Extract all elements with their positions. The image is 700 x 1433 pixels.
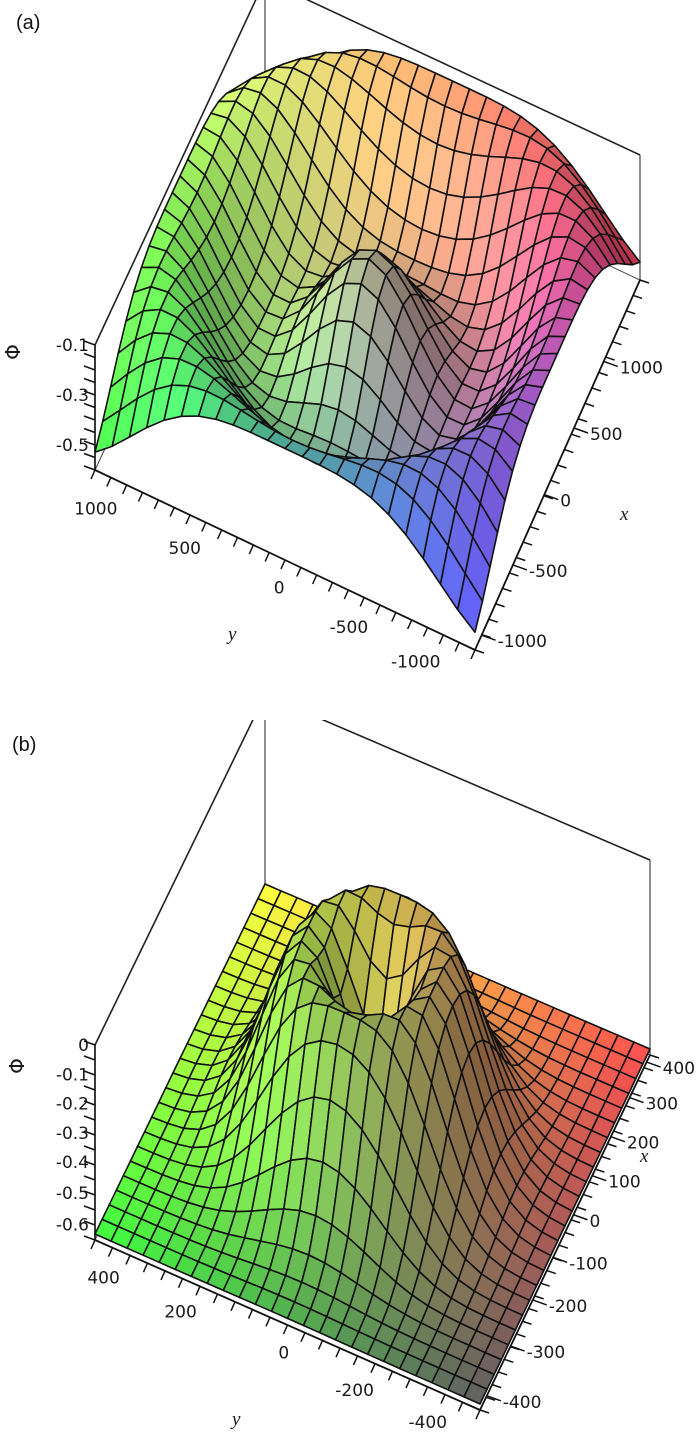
x-tick-label: 0 [560,492,571,512]
x-tick-label: 500 [590,425,622,445]
surface-plot-b: 400 200 0 -200 -400 400 300 200 100 0 -100 -200 -300… [5,720,695,1433]
tick-labels: 1000 500 0 -500 -1000 1000 500 0 -500 -1000 -0.1 -0… [1,336,663,672]
y-axis-label: y [226,624,237,645]
x-tick-label: 100 [608,1173,640,1193]
z-axis-label-phi: Φ [1,344,25,360]
tick-labels: 400 200 0 -200 -400 400 300 200 100 0 -100 -200 -300… [5,1036,695,1433]
y-tick-label: 200 [164,1303,196,1323]
x-tick-label: -300 [527,1343,566,1363]
x-tick-label: 300 [646,1095,678,1115]
y-tick-label: -400 [408,1413,447,1433]
x-tick-label: 1000 [620,358,663,378]
panel-label-a: (a) [16,12,41,34]
panel-b: 400 200 0 -200 -400 400 300 200 100 0 -100 -200 -300… [0,720,700,1433]
x-tick-label: -100 [569,1254,608,1274]
x-tick-label: -200 [549,1297,588,1317]
y-tick-label: 500 [169,539,201,559]
z-tick-label: -0.3 [56,1124,89,1144]
y-tick-label: -1000 [391,652,440,672]
x-tick-label: 0 [590,1212,601,1232]
axes [83,1040,661,1420]
axes [83,279,650,660]
y-tick-label: 0 [278,1343,289,1363]
y-tick-label: 1000 [74,499,117,519]
z-tick-label: 0 [78,1036,89,1056]
x-tick-label: -500 [529,562,568,582]
z-tick-label: -0.5 [56,436,89,456]
surface-mesh [94,883,651,1405]
z-tick-label: -0.2 [56,1095,89,1115]
z-tick-label: -0.4 [56,1153,89,1173]
surface-plot-a: 1000 500 0 -500 -1000 1000 500 0 -500 -1000 -0.1 -0… [1,0,663,672]
y-tick-label: 400 [87,1269,119,1289]
x-axis-label: x [619,504,629,525]
z-tick-label: -0.5 [56,1184,89,1204]
y-tick-label: -200 [335,1381,374,1401]
y-axis-label: y [230,1409,241,1430]
z-axis-label-phi: Φ [5,1058,29,1074]
z-tick-label: -0.3 [56,386,89,406]
surface-mesh [94,48,641,634]
z-tick-label: -0.6 [56,1215,89,1235]
x-tick-label: 200 [627,1134,659,1154]
x-axis-label: x [639,1146,649,1167]
panel-a: 1000 500 0 -500 -1000 1000 500 0 -500 -1000 -0.1 -0… [0,0,700,700]
z-tick-label: -0.1 [56,1065,89,1085]
y-tick-label: 0 [274,579,285,599]
y-tick-label: -500 [330,618,369,638]
z-tick-label: -0.1 [56,336,89,356]
x-tick-label: 400 [663,1059,695,1079]
x-tick-label: -400 [503,1393,542,1413]
x-tick-label: -1000 [498,632,547,652]
panel-label-b: (b) [12,734,37,756]
